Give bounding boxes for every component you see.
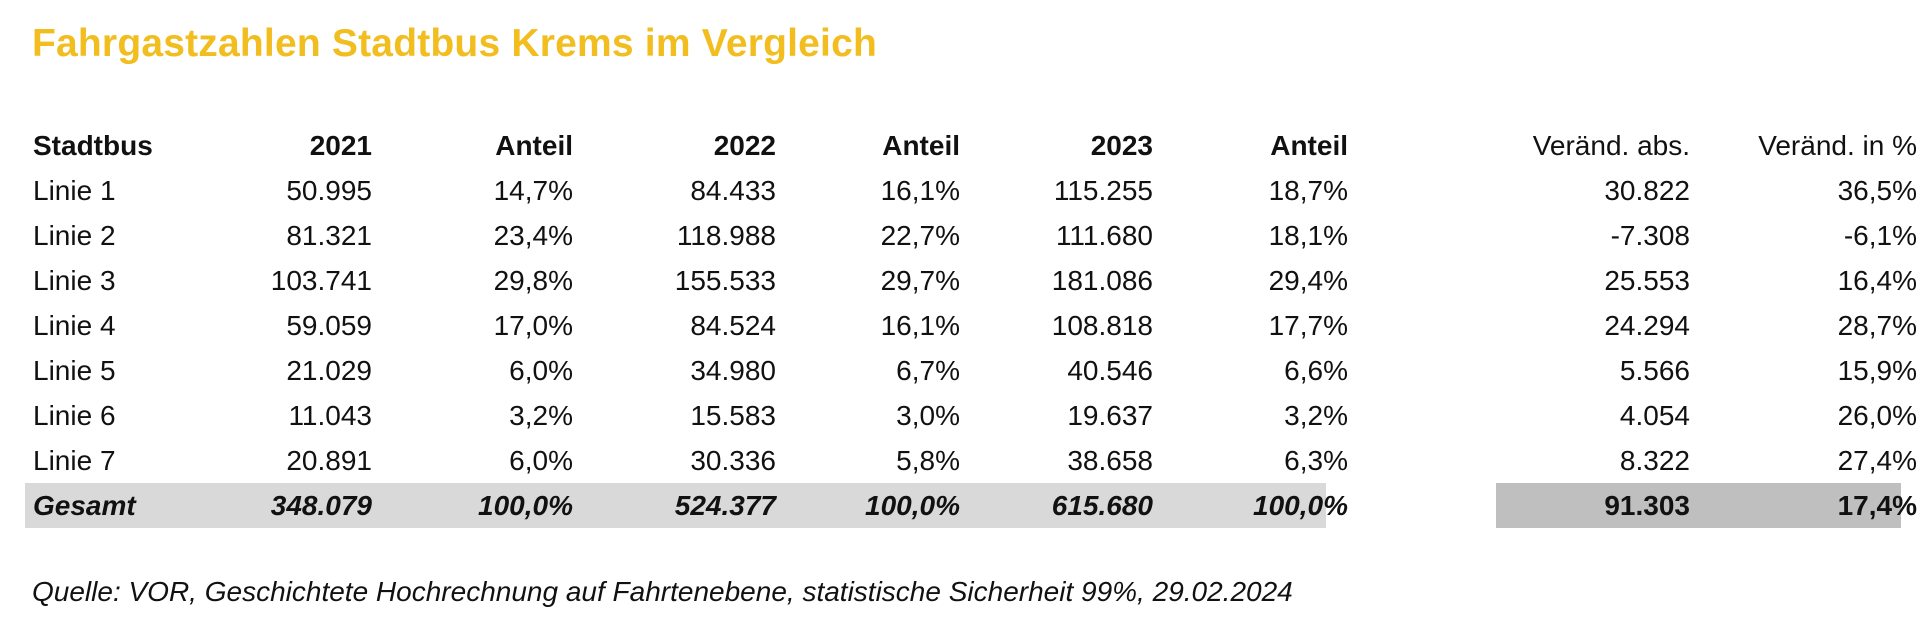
- page-title: Fahrgastzahlen Stadtbus Krems im Verglei…: [32, 22, 877, 65]
- table-cell: 6,6%: [1284, 355, 1348, 386]
- table-cell: 26,0%: [1837, 400, 1917, 431]
- column-header: Veränd. abs.: [1532, 130, 1690, 161]
- table-cell: 8.322: [1619, 445, 1690, 476]
- table-cell: 29,8%: [493, 265, 573, 296]
- column-header: 2021: [309, 130, 372, 161]
- total-cell: 100,0%: [478, 490, 573, 521]
- table-cell: Linie 5: [33, 355, 116, 386]
- total-cell: 100,0%: [1253, 490, 1348, 521]
- source-note: Quelle: VOR, Geschichtete Hochrechnung a…: [32, 576, 1293, 607]
- total-band-right: [1496, 483, 1901, 528]
- column-header: Veränd. in %: [1758, 130, 1917, 161]
- table-cell: -6,1%: [1843, 220, 1917, 251]
- table-cell: 38.658: [1067, 445, 1153, 476]
- table-cell: 181.086: [1051, 265, 1153, 296]
- table-total-row: Gesamt 348.079 100,0% 524.377 100,0% 615…: [25, 483, 1917, 528]
- column-header: 2023: [1090, 130, 1153, 161]
- table-cell: 25.553: [1604, 265, 1690, 296]
- passenger-table: Stadtbus 2021 Anteil 2022 Anteil 2023 An…: [25, 123, 1917, 528]
- table-cell: 59.059: [286, 310, 372, 341]
- table-cell: 24.294: [1604, 310, 1690, 341]
- table-row: Linie 4 59.059 17,0% 84.524 16,1% 108.81…: [25, 303, 1917, 348]
- table-cell: -7.308: [1610, 220, 1690, 251]
- total-cell: 17,4%: [1837, 490, 1917, 521]
- column-header: Stadtbus: [33, 130, 153, 161]
- total-cell: 615.680: [1051, 490, 1153, 521]
- column-header: 2022: [713, 130, 776, 161]
- table-row: Linie 6 11.043 3,2% 15.583 3,0% 19.637 3…: [25, 393, 1917, 438]
- table-cell: 28,7%: [1837, 310, 1917, 341]
- table-cell: Linie 7: [33, 445, 116, 476]
- table-row: Linie 1 50.995 14,7% 84.433 16,1% 115.25…: [25, 168, 1917, 213]
- table-cell: 50.995: [286, 175, 372, 206]
- total-cell: Gesamt: [33, 490, 136, 521]
- table-cell: 21.029: [286, 355, 372, 386]
- table-cell: 16,1%: [880, 175, 960, 206]
- table-cell: 29,7%: [880, 265, 960, 296]
- table-cell: 34.980: [690, 355, 776, 386]
- table-cell: 30.822: [1604, 175, 1690, 206]
- table-cell: Linie 4: [33, 310, 116, 341]
- table-cell: 16,4%: [1837, 265, 1917, 296]
- table-cell: 111.680: [1055, 220, 1153, 251]
- total-band-left: [25, 483, 1326, 528]
- table-cell: 20.891: [286, 445, 372, 476]
- column-header: Anteil: [1270, 130, 1348, 161]
- table-cell: Linie 6: [33, 400, 116, 431]
- table-cell: 6,3%: [1284, 445, 1348, 476]
- table-row: Linie 5 21.029 6,0% 34.980 6,7% 40.546 6…: [25, 348, 1917, 393]
- column-header: Anteil: [882, 130, 960, 161]
- table-cell: 6,0%: [509, 355, 573, 386]
- table-cell: 4.054: [1619, 400, 1690, 431]
- table-cell: 3,2%: [1284, 400, 1348, 431]
- table-cell: 11.043: [288, 400, 372, 431]
- table-header-row: Stadtbus 2021 Anteil 2022 Anteil 2023 An…: [25, 123, 1917, 168]
- table-cell: 3,0%: [896, 400, 960, 431]
- table-cell: Linie 1: [33, 175, 116, 206]
- column-header: Anteil: [495, 130, 573, 161]
- table-cell: 3,2%: [509, 400, 573, 431]
- table-cell: 29,4%: [1268, 265, 1348, 296]
- total-cell: 91.303: [1604, 490, 1690, 521]
- table-cell: 18,1%: [1268, 220, 1348, 251]
- table-cell: 14,7%: [493, 175, 573, 206]
- table-cell: 115.255: [1053, 175, 1153, 206]
- table-row: Linie 2 81.321 23,4% 118.988 22,7% 111.6…: [25, 213, 1917, 258]
- table-cell: 17,0%: [493, 310, 573, 341]
- table-cell: 15.583: [690, 400, 776, 431]
- table-cell: 118.988: [676, 220, 776, 251]
- table-cell: Linie 2: [33, 220, 116, 251]
- table-cell: 30.336: [690, 445, 776, 476]
- table-row: Linie 3 103.741 29,8% 155.533 29,7% 181.…: [25, 258, 1917, 303]
- table-cell: 84.524: [690, 310, 776, 341]
- total-cell: 524.377: [674, 490, 776, 521]
- table-cell: 81.321: [286, 220, 372, 251]
- table-cell: 16,1%: [880, 310, 960, 341]
- table-cell: 6,0%: [509, 445, 573, 476]
- table-cell: 17,7%: [1268, 310, 1348, 341]
- table-cell: 40.546: [1067, 355, 1153, 386]
- table-cell: 5,8%: [896, 445, 960, 476]
- table-cell: 103.741: [270, 265, 372, 296]
- table-cell: 19.637: [1067, 400, 1153, 431]
- table-cell: Linie 3: [33, 265, 116, 296]
- table-cell: 36,5%: [1837, 175, 1917, 206]
- total-cell: 100,0%: [865, 490, 960, 521]
- table-cell: 22,7%: [880, 220, 960, 251]
- table-cell: 23,4%: [493, 220, 573, 251]
- table-cell: 5.566: [1619, 355, 1690, 386]
- table-cell: 15,9%: [1837, 355, 1917, 386]
- table-cell: 108.818: [1051, 310, 1153, 341]
- total-cell: 348.079: [270, 490, 372, 521]
- table-cell: 84.433: [690, 175, 776, 206]
- table-cell: 6,7%: [896, 355, 960, 386]
- table-cell: 18,7%: [1268, 175, 1348, 206]
- table-row: Linie 7 20.891 6,0% 30.336 5,8% 38.658 6…: [25, 438, 1917, 483]
- table-cell: 155.533: [674, 265, 776, 296]
- table-cell: 27,4%: [1837, 445, 1917, 476]
